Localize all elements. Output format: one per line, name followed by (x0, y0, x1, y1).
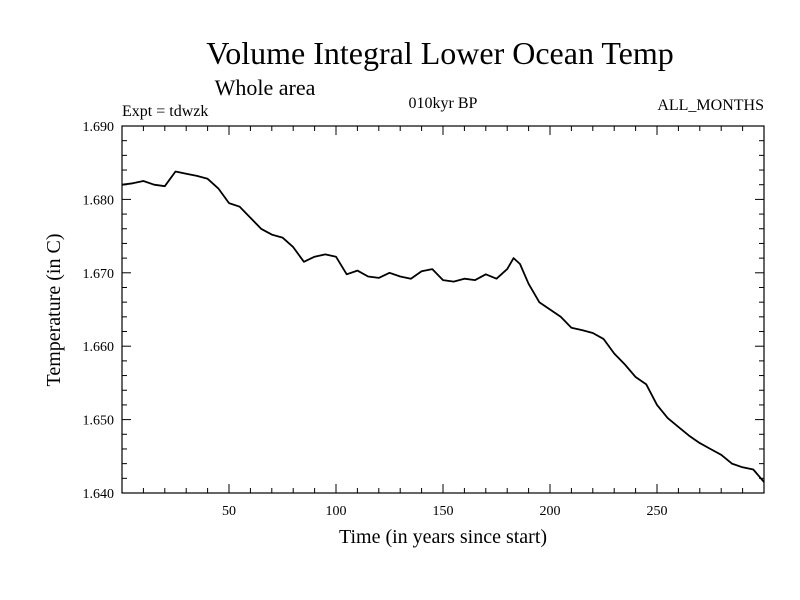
tick-labels: 50 100 150 200 250 1.640 1.650 1.660 1.670 1.680 1… (83, 120, 668, 519)
y-tick-label: 1.670 (83, 267, 115, 282)
months-label: ALL_MONTHS (657, 97, 764, 114)
experiment-label: Expt = tdwzk (122, 103, 208, 120)
x-tick-label: 50 (222, 504, 236, 519)
y-axis-label: Temperature (in C) (43, 234, 65, 387)
x-tick-label: 150 (433, 504, 454, 519)
x-tick-label: 100 (326, 504, 347, 519)
period-label: 010kyr BP (409, 95, 478, 112)
x-tick-label: 200 (540, 504, 561, 519)
y-tick-label: 1.650 (83, 414, 115, 429)
x-axis-label: Time (in years since start) (339, 526, 547, 548)
temperature-line (121, 170, 765, 483)
plot-frame (121, 125, 765, 494)
x-tick-label: 250 (647, 504, 668, 519)
chart-title: Volume Integral Lower Ocean Temp (206, 35, 674, 71)
y-tick-label: 1.660 (83, 340, 115, 355)
axis-ticks (122, 126, 764, 493)
y-tick-label: 1.680 (83, 193, 115, 208)
y-tick-label: 1.640 (83, 487, 115, 502)
y-tick-label: 1.690 (83, 120, 115, 135)
chart-subtitle: Whole area (215, 75, 316, 100)
